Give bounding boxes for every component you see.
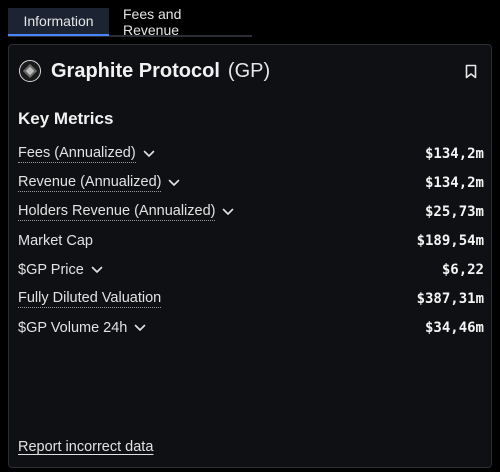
chevron-down-icon[interactable] bbox=[143, 147, 157, 161]
tab-information-label: Information bbox=[23, 13, 94, 29]
metric-value-holders-revenue-annualized: $25,73m bbox=[424, 203, 484, 220]
tab-bar: Information Fees and Revenue bbox=[8, 5, 252, 38]
metric-value-gp-volume-24h: $34,46m bbox=[424, 319, 484, 336]
tab-fees-and-revenue-label: Fees and Revenue bbox=[123, 5, 182, 38]
protocol-ticker: (GP) bbox=[227, 59, 271, 82]
metric-label-holders-revenue-annualized[interactable]: Holders Revenue (Annualized) bbox=[18, 202, 216, 221]
graphite-logo-icon bbox=[19, 60, 41, 82]
chevron-down-icon[interactable] bbox=[168, 176, 182, 190]
metric-label-gp-volume-24h: $GP Volume 24h bbox=[18, 319, 128, 336]
protocol-header: Graphite Protocol (GP) bbox=[19, 57, 481, 85]
metric-row-fees-annualized: Fees (Annualized) $134,2m bbox=[18, 139, 484, 168]
tab-information[interactable]: Information bbox=[8, 8, 109, 36]
metrics-list: Fees (Annualized) $134,2m Revenue (Annua… bbox=[18, 139, 484, 342]
metric-label-fees-annualized[interactable]: Fees (Annualized) bbox=[18, 144, 136, 163]
report-incorrect-data-link[interactable]: Report incorrect data bbox=[18, 439, 154, 455]
bookmark-icon[interactable] bbox=[461, 61, 481, 81]
metric-value-market-cap: $189,54m bbox=[416, 232, 484, 249]
metric-row-revenue-annualized: Revenue (Annualized) $134,2m bbox=[18, 168, 484, 197]
section-title-key-metrics: Key Metrics bbox=[18, 109, 114, 128]
metric-row-gp-price: $GP Price $6,22 bbox=[18, 255, 484, 284]
metric-row-holders-revenue-annualized: Holders Revenue (Annualized) $25,73m bbox=[18, 197, 484, 226]
metric-value-gp-price: $6,22 bbox=[441, 261, 484, 278]
metric-value-fully-diluted-valuation: $387,31m bbox=[416, 290, 484, 307]
tab-fees-and-revenue[interactable]: Fees and Revenue bbox=[109, 5, 252, 38]
metric-row-fully-diluted-valuation: Fully Diluted Valuation $387,31m bbox=[18, 284, 484, 313]
metric-value-fees-annualized: $134,2m bbox=[424, 145, 484, 162]
metric-row-market-cap: Market Cap $189,54m bbox=[18, 226, 484, 255]
chevron-down-icon[interactable] bbox=[222, 205, 236, 219]
metric-label-fully-diluted-valuation[interactable]: Fully Diluted Valuation bbox=[18, 289, 162, 308]
protocol-name: Graphite Protocol bbox=[51, 59, 220, 82]
metric-value-revenue-annualized: $134,2m bbox=[424, 174, 484, 191]
metric-row-gp-volume-24h: $GP Volume 24h $34,46m bbox=[18, 313, 484, 342]
chevron-down-icon[interactable] bbox=[134, 321, 148, 335]
metric-label-market-cap: Market Cap bbox=[18, 232, 93, 249]
metric-label-revenue-annualized[interactable]: Revenue (Annualized) bbox=[18, 173, 162, 192]
metric-label-gp-price: $GP Price bbox=[18, 261, 84, 278]
info-card: Graphite Protocol (GP) Key Metrics Fees … bbox=[8, 44, 492, 468]
chevron-down-icon[interactable] bbox=[91, 263, 105, 277]
